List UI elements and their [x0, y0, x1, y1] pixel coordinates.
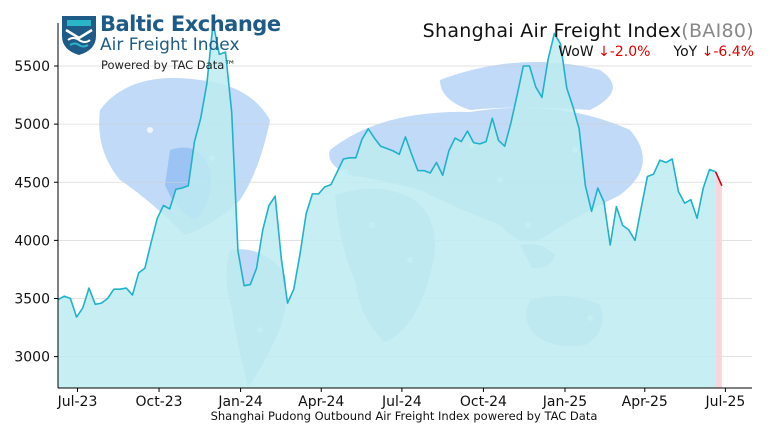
x-tick-label: Jul-23: [57, 394, 98, 410]
series-area: [58, 23, 716, 388]
x-tick-label: Oct-24: [460, 394, 507, 410]
powered-by-text: Powered by TAC Data™: [101, 58, 236, 72]
x-tick-label: Jul-24: [381, 394, 422, 410]
chart-header: Shanghai Air Freight Index(BAI80) WoW ↓-…: [423, 20, 754, 60]
y-tick-label: 4000: [14, 233, 50, 249]
x-tick-label: Jul-25: [705, 394, 746, 410]
brand-logo: Baltic Exchange Air Freight Index Powere…: [60, 12, 281, 76]
area-fill-layer: [58, 23, 722, 388]
map-node: [147, 127, 153, 133]
y-tick-label: 3500: [14, 291, 50, 307]
chart-title: Shanghai Air Freight Index(BAI80): [423, 20, 754, 42]
x-tick-label: Apr-25: [622, 394, 668, 410]
last-week-line: [714, 171, 723, 187]
last-week-area: [715, 171, 722, 388]
yoy-value: ↓-6.4%: [701, 44, 754, 60]
y-tick-label: 4500: [14, 175, 50, 191]
brand-product: Air Freight Index: [100, 35, 240, 55]
axes: 3000 3500 4000 4500 5000 5500 Jul-23 Oct-23 Jan-…: [14, 23, 752, 410]
change-stats: WoW ↓-2.0% YoY ↓-6.4%: [423, 44, 754, 60]
map-node: [297, 117, 303, 123]
baltic-shield-icon: [62, 16, 96, 55]
series-line: [57, 22, 716, 318]
yoy-label: YoY: [673, 44, 698, 60]
wow-label: WoW: [558, 44, 594, 60]
y-tick-label: 5500: [14, 59, 50, 75]
brand-name: Baltic Exchange: [100, 12, 281, 36]
y-tick-label: 3000: [14, 350, 50, 366]
wow-value: ↓-2.0%: [598, 44, 651, 60]
chart-title-code: (BAI80): [681, 20, 754, 42]
chart-caption: Shanghai Pudong Outbound Air Freight Ind…: [210, 409, 598, 423]
y-tick-label: 5000: [14, 117, 50, 133]
chart-title-text: Shanghai Air Freight Index: [422, 20, 682, 42]
series-line-layer: [57, 22, 723, 318]
x-tick-label: Jan-25: [542, 394, 587, 410]
x-tick-label: Jan-24: [217, 394, 263, 410]
x-tick-label: Apr-24: [298, 394, 344, 410]
x-tick-label: Oct-23: [136, 394, 183, 410]
